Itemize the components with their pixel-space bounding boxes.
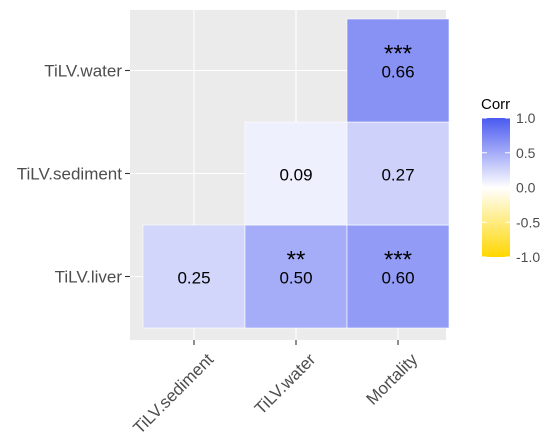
legend-tick-label: 1.0 bbox=[516, 110, 536, 126]
cell-value-label: 0.27 bbox=[381, 166, 414, 185]
heatmap-cell bbox=[346, 224, 450, 329]
heatmap-cell bbox=[346, 18, 450, 123]
x-tick-label: Mortality bbox=[362, 350, 421, 409]
y-tick-label: TiLV.sediment bbox=[17, 165, 122, 184]
y-tick-label: TiLV.water bbox=[44, 62, 122, 81]
cell-value-label: 0.66 bbox=[381, 63, 414, 82]
x-tick-label: TiLV.water bbox=[251, 350, 320, 419]
heatmap-cell bbox=[244, 224, 348, 329]
x-axis: TiLV.sediment TiLV.water Mortality bbox=[129, 340, 422, 438]
cell-value-label: 0.50 bbox=[279, 269, 312, 288]
legend-tick-label: 0.5 bbox=[516, 145, 536, 161]
x-tick-label: TiLV.sediment bbox=[129, 350, 217, 438]
cell-value-label: 0.60 bbox=[381, 269, 414, 288]
cell-labels: 0.25**0.50***0.600.09 0.27***0.66 bbox=[177, 41, 414, 288]
heatmap-cell bbox=[346, 121, 450, 226]
significance-stars: *** bbox=[384, 41, 412, 68]
significance-stars: *** bbox=[384, 247, 412, 274]
legend-title: Corr bbox=[481, 96, 510, 113]
legend-tick-label: 0.0 bbox=[516, 180, 536, 196]
legend-tick-label: -1.0 bbox=[516, 249, 540, 265]
legend: Corr 1.0 0.5 0.0 -0.5 -1.0 bbox=[481, 96, 540, 265]
heatmap-cell bbox=[244, 121, 348, 226]
y-axis: TiLV.liver TiLV.sediment TiLV.water bbox=[17, 62, 130, 287]
cell-value-label: 0.09 bbox=[279, 166, 312, 185]
legend-tick-label: -0.5 bbox=[516, 214, 540, 230]
legend-ticks: 1.0 0.5 0.0 -0.5 -1.0 bbox=[482, 110, 540, 265]
heatmap-cells bbox=[142, 18, 450, 329]
significance-stars: ** bbox=[287, 247, 306, 274]
cell-value-label: 0.25 bbox=[177, 269, 210, 288]
y-tick-label: TiLV.liver bbox=[55, 268, 123, 287]
